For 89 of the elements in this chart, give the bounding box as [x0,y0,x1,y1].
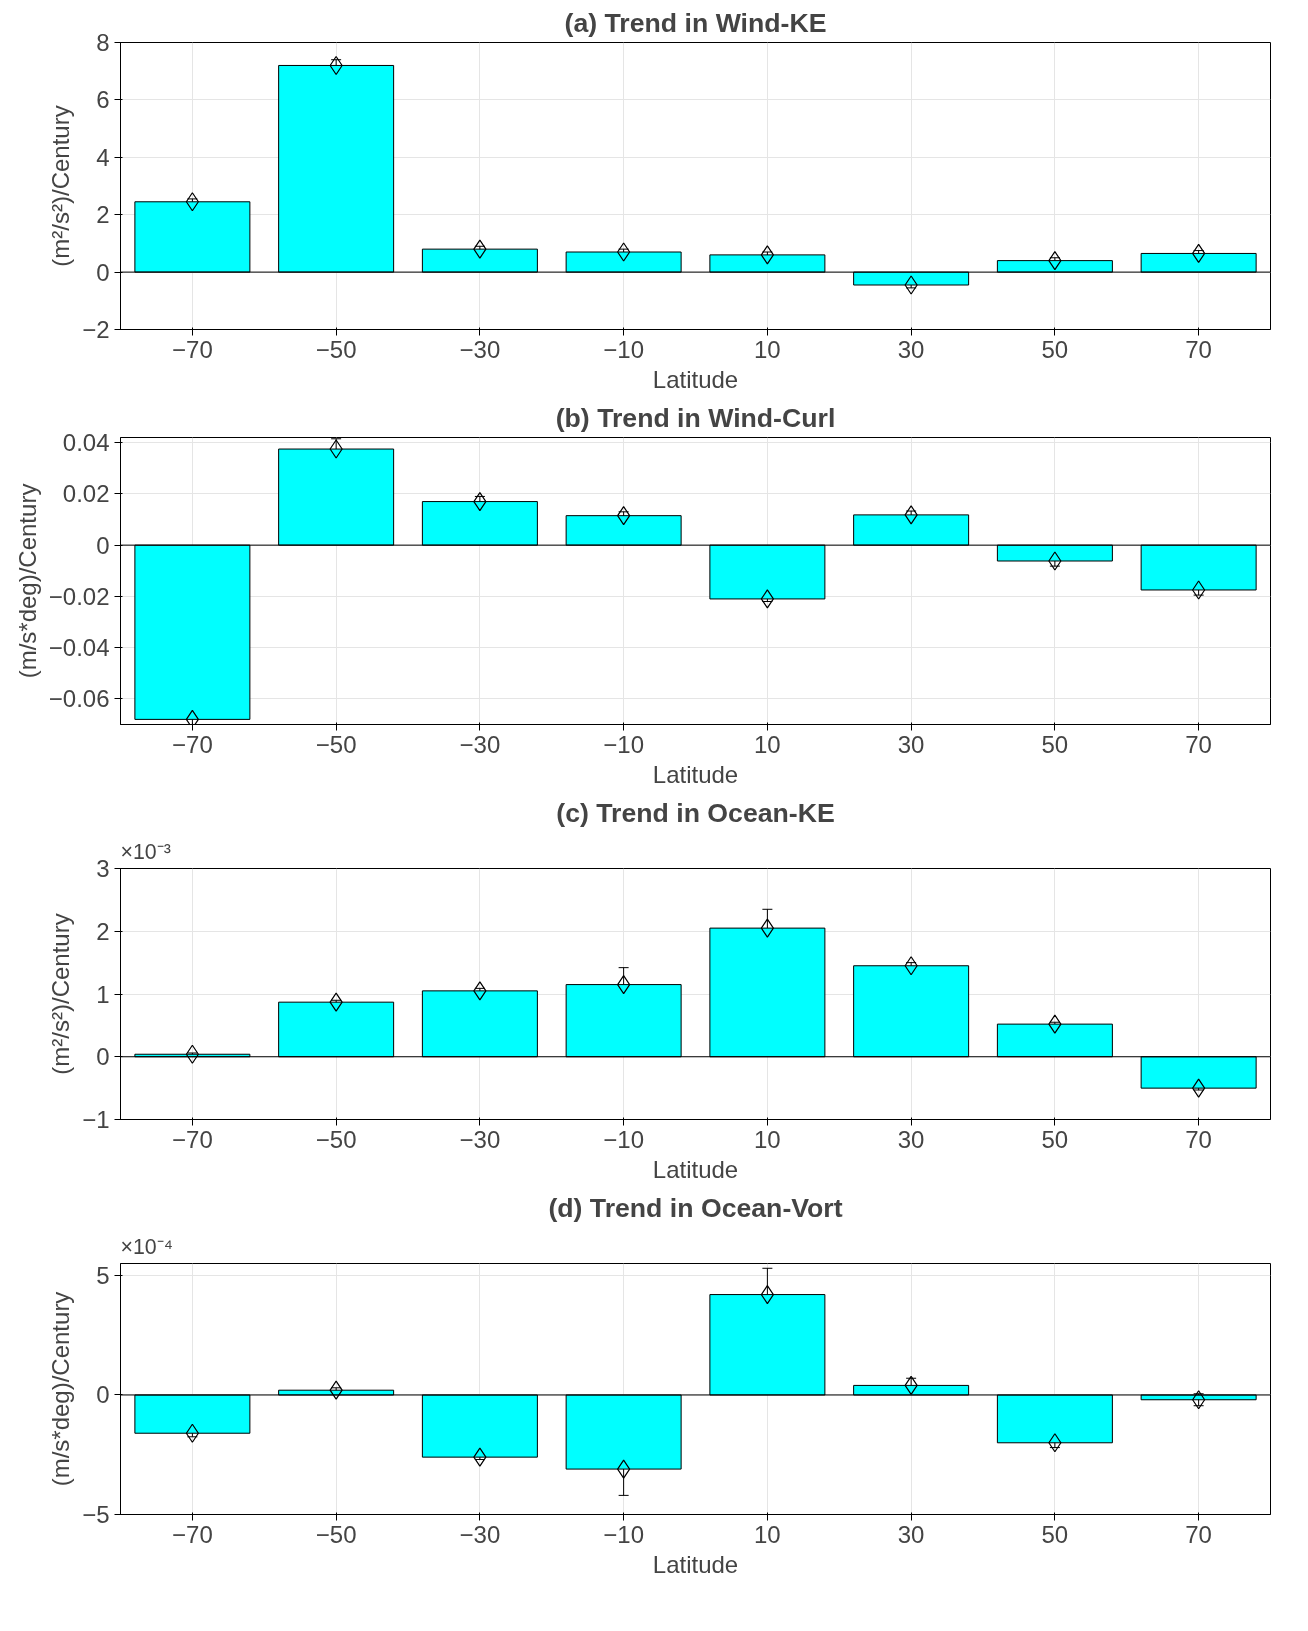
y-axis-title: (m/s*deg)/Century [47,1291,75,1487]
x-tick-label: −30 [459,730,501,758]
y-axis-title: (m/s*deg)/Century [13,483,41,679]
x-tick-label: 10 [754,1125,781,1153]
y-tick-label: 2 [96,917,110,945]
y-tick-label: 8 [96,29,110,56]
y-tick-label: 6 [96,86,110,114]
point [617,1459,631,1479]
x-axis-title: Latitude [652,1550,739,1578]
chart-title: (c) Trend in Ocean-KE [556,797,835,828]
y-tick-label: −0.04 [48,634,110,662]
x-axis-title: Latitude [652,760,739,788]
x-tick-label: 30 [897,1520,925,1548]
x-axis-title: Latitude [652,365,739,393]
x-tick-label: 70 [1185,1520,1212,1548]
x-tick-label: −10 [603,335,644,363]
point [760,589,774,609]
point [329,1380,343,1400]
point [1048,551,1062,571]
x-tick-label: 50 [1041,1520,1069,1548]
y-tick-label: 1 [96,980,110,1008]
y-tick-label: 5 [96,1261,110,1289]
y-tick-label: 3 [96,855,110,882]
point [185,1423,199,1443]
x-tick-label: 30 [897,335,925,363]
point [760,918,774,938]
x-tick-label: −50 [315,1125,357,1153]
y-tick-label: 4 [96,143,110,171]
point [1048,1014,1062,1034]
x-tick-label: −10 [603,1125,644,1153]
y-tick-label: 0 [96,1043,110,1071]
point [904,505,918,525]
chart-title: (d) Trend in Ocean-Vort [548,1192,843,1223]
x-tick-label: 70 [1185,1125,1212,1153]
x-tick-label: −10 [603,730,644,758]
x-tick-label: −30 [459,1520,501,1548]
point [1192,1078,1206,1098]
x-tick-label: 50 [1041,730,1069,758]
point [473,1447,487,1467]
x-tick-label: −70 [172,730,213,758]
y-tick-label: 0 [96,1381,110,1409]
text: ×10⁻⁴ [120,1234,173,1259]
y-tick-label: 0 [96,258,110,286]
x-tick-label: −50 [315,730,357,758]
x-tick-label: −50 [315,1520,357,1548]
point [185,192,199,212]
point [1048,251,1062,271]
point [1192,580,1206,600]
y-axis-title: (m²/s²)/Century [47,913,75,1075]
chart-title: (b) Trend in Wind-Curl [555,402,836,433]
point [904,956,918,976]
point [473,981,487,1001]
chart-title: (a) Trend in Wind-KE [564,7,827,38]
y-tick-label: 0 [96,531,110,559]
x-tick-label: −30 [459,335,501,363]
x-tick-label: 50 [1041,335,1069,363]
x-tick-label: 10 [754,730,781,758]
x-tick-label: 50 [1041,1125,1069,1153]
y-tick-label: −0.06 [48,685,110,713]
y-tick-label: −2 [82,316,110,343]
x-tick-label: 10 [754,1520,781,1548]
x-tick-label: 30 [897,1125,925,1153]
x-tick-label: 70 [1185,335,1212,363]
y-tick-label: −5 [82,1501,110,1528]
x-tick-label: 30 [897,730,925,758]
point [617,506,631,526]
x-tick-label: −70 [172,1520,213,1548]
x-tick-label: 70 [1185,730,1212,758]
point [329,992,343,1012]
y-axis-title: (m²/s²)/Century [47,105,75,267]
point [904,275,918,295]
x-axis-title: Latitude [652,1155,739,1183]
point [1048,1433,1062,1453]
point [473,239,487,259]
x-tick-label: −10 [603,1520,644,1548]
y-tick-label: 0.04 [62,429,110,457]
point [617,242,631,262]
y-tick-label: −1 [82,1106,110,1133]
text: ×10⁻³ [120,839,171,864]
x-tick-label: 10 [754,335,781,363]
x-tick-label: −30 [459,1125,501,1153]
y-tick-label: 0.02 [62,480,110,508]
y-tick-label: −0.02 [48,582,110,610]
x-tick-label: −70 [172,335,213,363]
x-tick-label: −70 [172,1125,213,1153]
y-tick-label: 2 [96,201,110,229]
point [185,1044,199,1064]
point [760,245,774,265]
x-tick-label: −50 [315,335,357,363]
